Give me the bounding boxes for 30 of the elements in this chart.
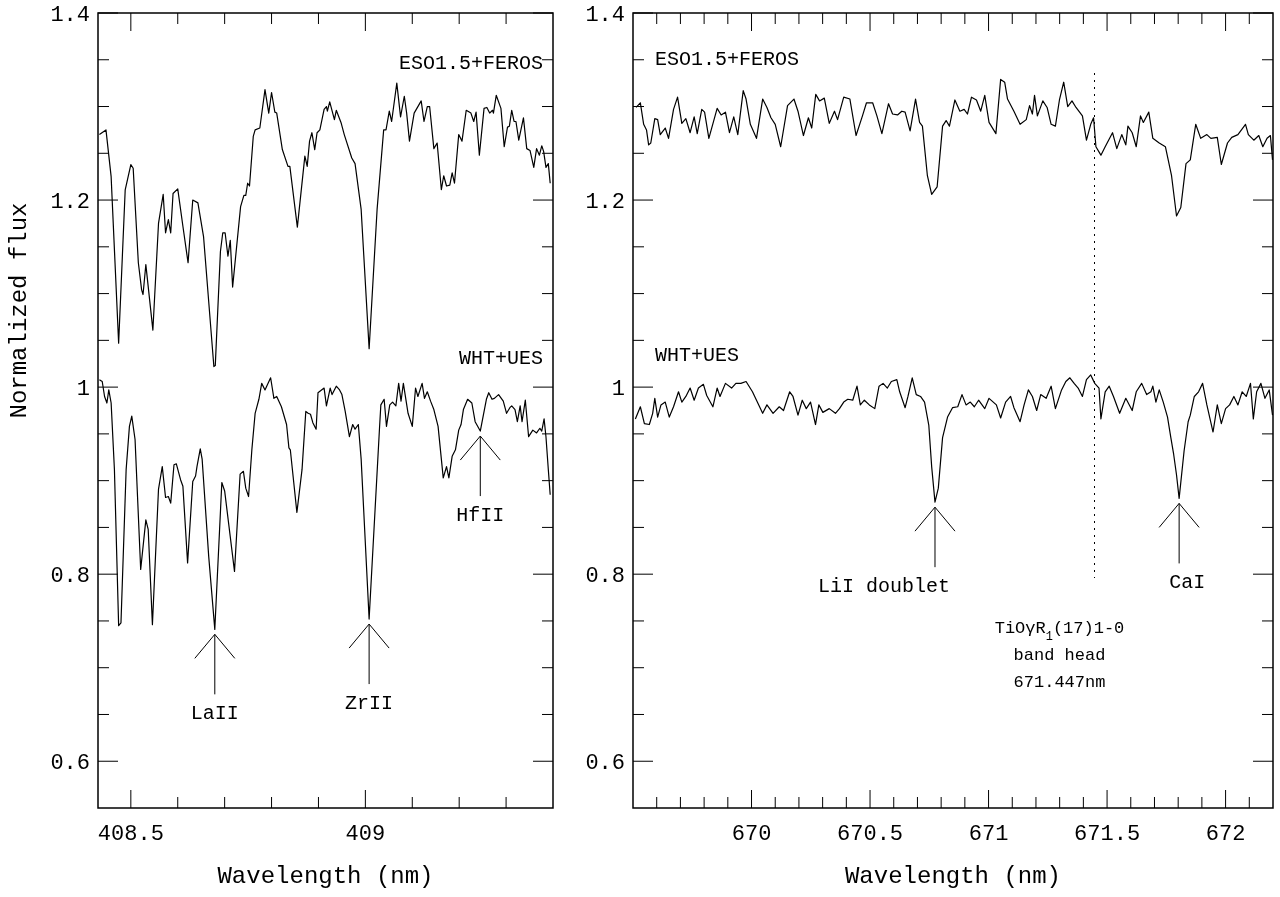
annotation: LaII [190,702,239,726]
x-tick-label: 408.5 [97,822,164,847]
y-tick-label: 1 [611,376,625,402]
series-label: WHT+UES [655,343,740,367]
y-tick-label: 1.2 [585,189,625,215]
y-axis-title: Normalized flux [6,202,33,419]
annotation: CaI [1169,571,1206,595]
annotation: ZrII [345,692,394,716]
y-tick-label: 0.6 [50,750,90,776]
y-tick-label: 0.6 [585,750,625,776]
y-tick-label: 1.4 [50,2,90,28]
x-axis-title: Wavelength (nm) [844,863,1062,890]
legend-label: ESO1.5+FEROS [398,52,543,76]
annotation: LiI doublet [817,575,950,599]
y-tick-label: 1.2 [50,189,90,215]
y-tick-label: 1.4 [585,2,625,28]
ref-line-label: TiOγR$_{1}$(17)1-0 band head 671.447nm [994,619,1125,692]
legend-label: WHT+UES [458,346,543,370]
x-tick-label: 670 [731,822,772,847]
x-tick-label: 670.5 [837,822,904,847]
annotation: HfII [456,504,505,528]
y-tick-label: 0.8 [50,563,90,589]
y-tick-label: 1 [76,376,90,402]
x-tick-label: 671 [968,822,1009,847]
x-tick-label: 671.5 [1074,822,1141,847]
x-tick-label: 409 [345,822,386,847]
legend-label: ESO1.5+FEROS [655,48,800,72]
x-tick-label: 672 [1205,822,1246,847]
x-axis-title: Wavelength (nm) [217,863,434,890]
y-tick-label: 0.8 [585,563,625,589]
